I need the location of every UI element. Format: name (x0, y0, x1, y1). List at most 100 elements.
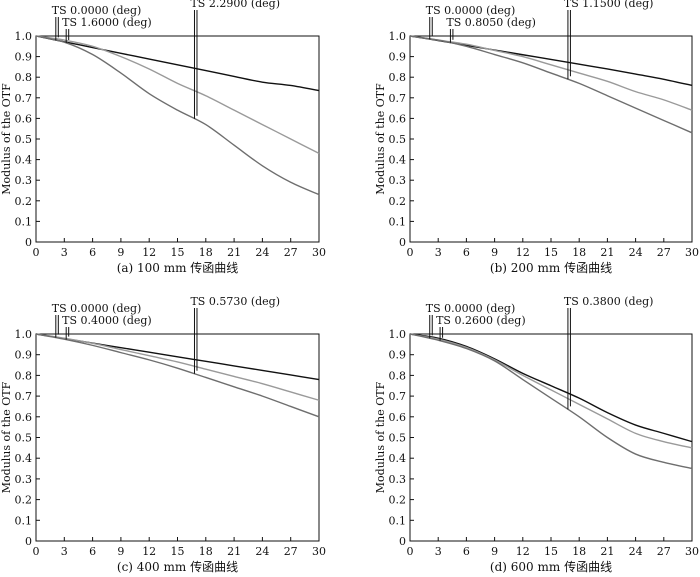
x-tick-label: 27 (284, 246, 298, 259)
x-tick-label: 21 (600, 246, 614, 259)
x-tick-label: 12 (142, 246, 156, 259)
y-tick-label: 0.5 (15, 133, 33, 146)
y-tick-label: 0.6 (15, 411, 33, 424)
mtf-curve-1 (409, 333, 693, 443)
y-tick-label: 0.7 (15, 390, 33, 403)
y-tick-label: 0.8 (389, 71, 407, 84)
x-tick-label: 21 (227, 545, 241, 558)
x-tick-label: 0 (33, 246, 40, 259)
panel-caption: (c) 400 mm 传函曲线 (117, 559, 238, 574)
mtf-panel-c: 0 0.1 0.2 0.3 0.4 0.5 0.6 0.7 0.8 0.9 1.0 0 3 6 9 12 15 1… (0, 295, 326, 574)
field-label: TS 0.2600 (deg) (436, 314, 526, 327)
mtf-curve-3 (409, 35, 693, 134)
y-tick-label: 1.0 (389, 328, 407, 341)
field-label: TS 1.1500 (deg) (564, 0, 654, 10)
field-label: TS 0.0000 (deg) (426, 302, 516, 315)
x-tick-label: 3 (435, 545, 442, 558)
x-tick-label: 0 (33, 545, 40, 558)
x-tick-label: 18 (572, 545, 586, 558)
y-tick-label: 0.5 (389, 432, 407, 445)
x-tick-label: 9 (491, 246, 498, 259)
plot-frame (409, 35, 693, 243)
x-tick-label: 15 (544, 545, 558, 558)
y-tick-label: 0.3 (389, 473, 407, 486)
x-tick-label: 27 (657, 545, 671, 558)
y-tick-label: 0.4 (15, 452, 33, 465)
x-tick-label: 24 (629, 545, 643, 558)
x-tick-label: 21 (227, 246, 241, 259)
y-axis-title: Modulus of the OTF (374, 83, 387, 195)
y-axis-title: Modulus of the OTF (0, 381, 13, 493)
y-tick-label: 0.6 (15, 112, 33, 125)
y-tick-label: 0 (25, 535, 32, 548)
x-tick-label: 6 (89, 246, 96, 259)
x-tick-label: 24 (629, 246, 643, 259)
y-tick-label: 0.1 (389, 215, 407, 228)
y-tick-label: 0.7 (15, 92, 33, 105)
field-label: TS 0.0000 (deg) (52, 302, 142, 315)
y-tick-label: 0.2 (389, 195, 407, 208)
x-tick-label: 18 (199, 545, 213, 558)
y-tick-label: 0.1 (15, 215, 33, 228)
field-label: TS 1.6000 (deg) (62, 16, 152, 29)
mtf-curve-2 (409, 35, 693, 111)
y-tick-label: 1.0 (15, 30, 33, 43)
mtf-panel-b: 0 0.1 0.2 0.3 0.4 0.5 0.6 0.7 0.8 0.9 1.0 0 3 6 9 12 15 1… (374, 0, 699, 275)
x-tick-label: 30 (685, 246, 699, 259)
plot-frame (35, 333, 320, 542)
mtf-curve-3 (409, 333, 693, 470)
y-tick-label: 0.2 (15, 494, 33, 507)
y-tick-label: 0.9 (389, 349, 407, 362)
x-tick-label: 0 (407, 246, 414, 259)
y-tick-label: 0.2 (389, 494, 407, 507)
y-tick-label: 0 (399, 535, 406, 548)
y-tick-label: 0.1 (15, 514, 33, 527)
x-tick-label: 18 (199, 246, 213, 259)
y-tick-label: 0.6 (389, 112, 407, 125)
y-tick-label: 0.9 (389, 51, 407, 64)
x-tick-label: 3 (435, 246, 442, 259)
y-tick-label: 0.4 (15, 154, 33, 167)
y-tick-label: 0.7 (389, 390, 407, 403)
field-label: TS 0.4000 (deg) (62, 314, 152, 327)
mtf-panel-a: 0 0.1 0.2 0.3 0.4 0.5 0.6 0.7 0.8 0.9 1.0 0 3 6 9 12 15 1… (0, 0, 326, 275)
y-tick-label: 0.3 (15, 473, 33, 486)
x-tick-label: 6 (463, 246, 470, 259)
mtf-curve-2 (35, 333, 320, 401)
y-tick-label: 0.1 (389, 514, 407, 527)
x-tick-label: 9 (491, 545, 498, 558)
field-label: TS 0.3800 (deg) (564, 295, 654, 308)
x-tick-label: 24 (255, 545, 269, 558)
x-tick-label: 15 (171, 246, 185, 259)
x-tick-label: 3 (61, 246, 68, 259)
y-tick-label: 0.3 (389, 174, 407, 187)
mtf-panel-d: 0 0.1 0.2 0.3 0.4 0.5 0.6 0.7 0.8 0.9 1.0 0 3 6 9 12 15 1… (374, 295, 699, 574)
x-tick-label: 18 (572, 246, 586, 259)
x-tick-label: 6 (463, 545, 470, 558)
y-tick-label: 0.5 (15, 432, 33, 445)
y-tick-label: 0.4 (389, 154, 407, 167)
y-axis-title: Modulus of the OTF (374, 381, 387, 493)
y-tick-label: 0.3 (15, 174, 33, 187)
y-tick-label: 1.0 (15, 328, 33, 341)
mtf-curve-3 (35, 333, 320, 418)
panel-caption: (a) 100 mm 传函曲线 (117, 260, 239, 275)
x-tick-label: 12 (516, 246, 530, 259)
x-tick-label: 30 (312, 246, 326, 259)
x-tick-label: 27 (284, 545, 298, 558)
y-tick-label: 0.2 (15, 195, 33, 208)
mtf-curve-3 (35, 35, 320, 196)
y-tick-label: 0.9 (15, 349, 33, 362)
field-label: TS 0.5730 (deg) (190, 295, 280, 308)
y-tick-label: 0.8 (15, 369, 33, 382)
mtf-curve-1 (35, 35, 320, 92)
x-tick-label: 30 (685, 545, 699, 558)
x-tick-label: 27 (657, 246, 671, 259)
y-tick-label: 0.6 (389, 411, 407, 424)
y-tick-label: 0.9 (15, 51, 33, 64)
field-label: TS 0.0000 (deg) (426, 4, 516, 17)
field-label: TS 0.8050 (deg) (446, 16, 536, 29)
x-tick-label: 15 (171, 545, 185, 558)
x-tick-label: 24 (255, 246, 269, 259)
